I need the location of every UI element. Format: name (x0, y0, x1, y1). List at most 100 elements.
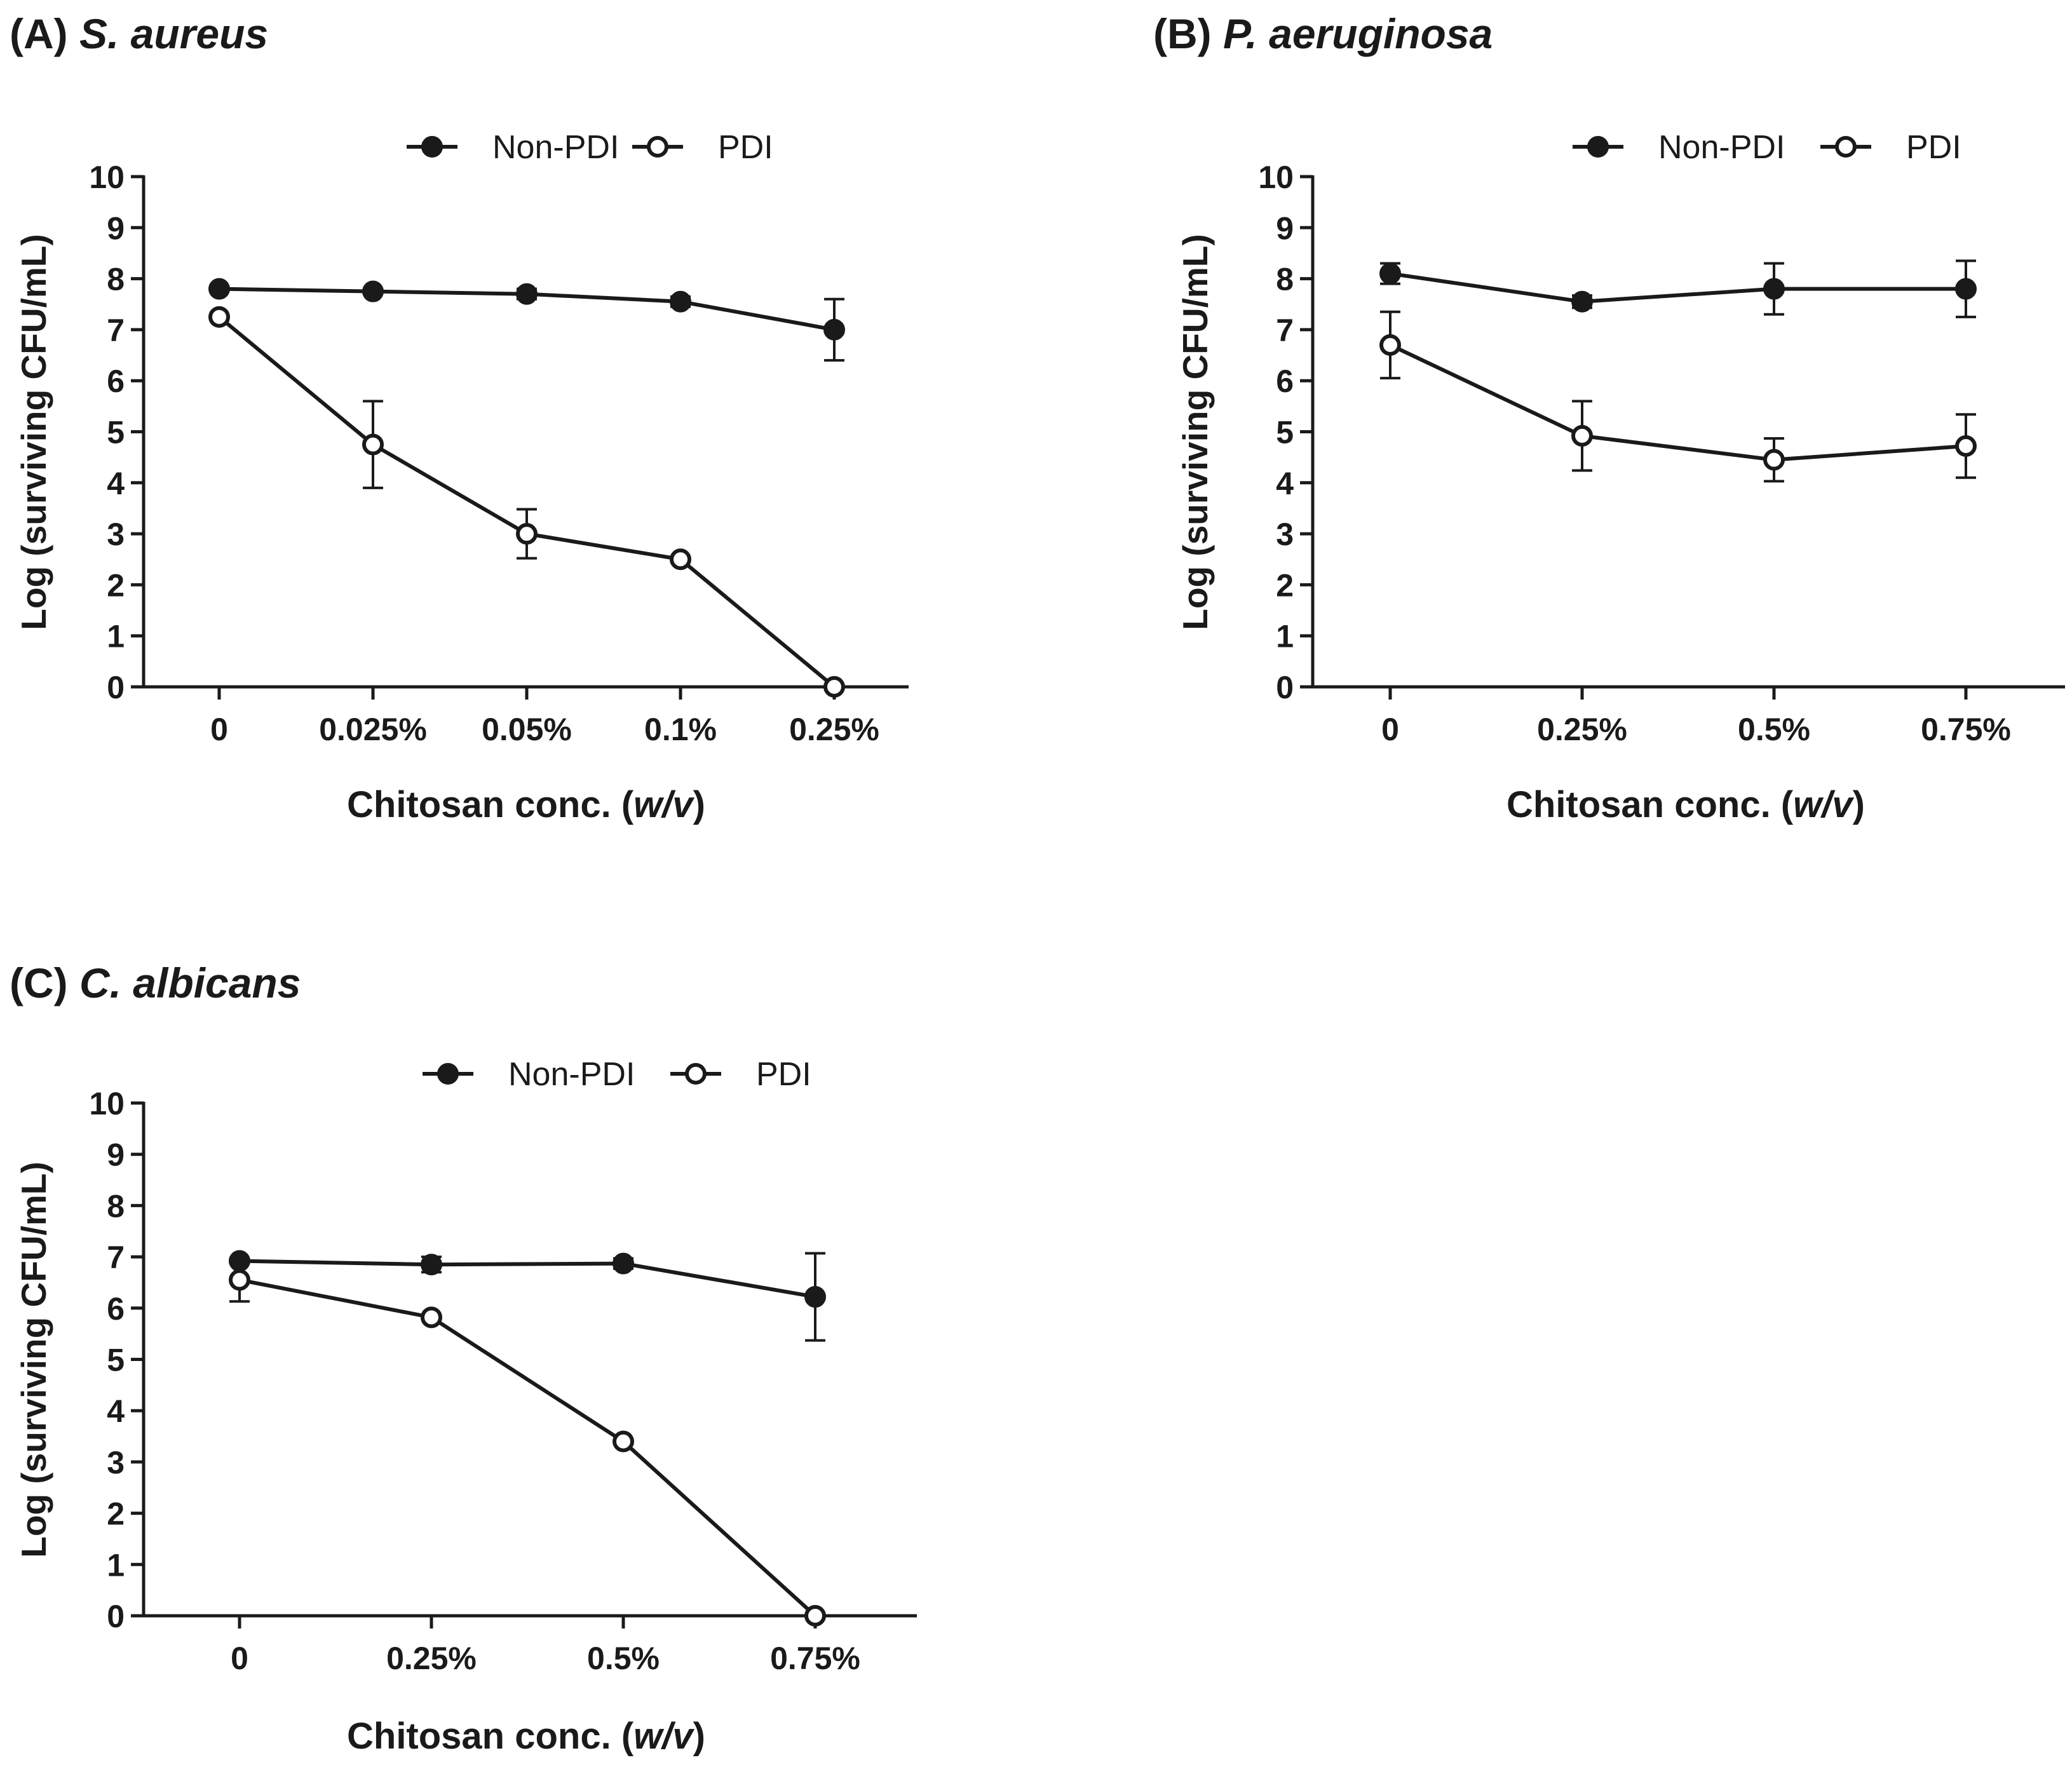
y-tick-label: 2 (107, 1496, 125, 1532)
y-tick-label: 4 (107, 466, 125, 501)
legend-marker (647, 136, 668, 158)
y-tick-label: 5 (107, 1343, 125, 1378)
data-point (823, 676, 845, 698)
y-tick-label: 0 (1276, 670, 1294, 705)
x-axis-label-paren: ) (693, 784, 705, 825)
y-axis-label: Log (surviving CFU/mL) (1175, 234, 1215, 630)
data-point (823, 318, 845, 341)
data-point (421, 1306, 442, 1329)
y-tick-label: 2 (1276, 567, 1294, 603)
legend: Non-PDI PDI (407, 129, 773, 166)
data-point (804, 1605, 826, 1627)
data-point (1763, 449, 1785, 471)
y-axis-label: Log (surviving CFU/mL) (14, 1161, 53, 1557)
data-point (516, 283, 538, 305)
series-non-pdi (1379, 259, 1977, 318)
x-tick-label: 0.5% (1738, 712, 1810, 747)
x-axis-label-unit: w/v (1793, 784, 1854, 825)
y-tick-label: 8 (107, 1188, 125, 1224)
series-line (239, 1278, 817, 1618)
data-point (1955, 278, 1977, 300)
x-tick-label: 0.5% (587, 1641, 660, 1676)
series-line (239, 1259, 816, 1299)
series-non-pdi (229, 1250, 826, 1342)
data-point (1379, 262, 1401, 285)
y-tick-label: 1 (107, 1547, 125, 1583)
data-point (804, 1286, 826, 1308)
data-point (1571, 424, 1593, 447)
y-tick-label: 9 (107, 1137, 125, 1173)
legend-label: Non-PDI (492, 129, 619, 166)
data-point (1763, 278, 1785, 300)
y-tick-label: 9 (1276, 210, 1294, 246)
y-tick-label: 3 (1276, 517, 1294, 552)
y-tick-label: 5 (107, 415, 125, 450)
x-tick-label: 0.25% (386, 1641, 477, 1676)
data-point (229, 1269, 250, 1291)
organism-name: P. aeruginosa (1223, 10, 1493, 57)
legend-marker (1587, 136, 1609, 158)
panel-title: (C) C. albicans (10, 959, 301, 1006)
series-line (218, 315, 836, 689)
data-point (208, 278, 230, 300)
x-axis-label-paren: ) (693, 1716, 705, 1757)
y-tick-label: 0 (107, 1599, 125, 1634)
legend: Non-PDI PDI (1573, 129, 1961, 166)
y-tick-label: 6 (107, 363, 125, 399)
x-tick-label: 0.75% (1921, 712, 2011, 747)
x-axis-label: Chitosan conc. (w/v) (347, 784, 705, 825)
panel-label: (C) (10, 959, 79, 1006)
y-axis-label: Log (surviving CFU/mL) (14, 234, 53, 630)
legend-marker (1835, 136, 1857, 158)
x-tick-label: 0.05% (482, 712, 572, 747)
y-tick-label: 1 (1276, 619, 1294, 654)
legend: Non-PDI PDI (423, 1056, 811, 1093)
panel-title: (A) S. aureus (10, 10, 268, 57)
data-point (208, 306, 230, 328)
chart-panel-c: (C) C. albicans 0 1 2 3 4 5 6 7 8 9 10 0 0.25% 0.5% 0.7… (10, 959, 917, 1757)
y-tick-label: 3 (107, 1445, 125, 1480)
y-tick-label: 8 (107, 262, 125, 297)
y-tick-label: 9 (107, 210, 125, 246)
x-axis-label-text: Chitosan conc. ( (1507, 784, 1794, 825)
y-tick-label: 2 (107, 567, 125, 603)
legend-marker (685, 1063, 707, 1085)
x-tick-label: 0.75% (770, 1641, 860, 1676)
y-tick-label: 7 (107, 1240, 125, 1275)
data-point (1379, 334, 1401, 356)
legend-label: PDI (718, 129, 773, 166)
legend-marker (421, 136, 443, 158)
data-point (362, 433, 384, 456)
x-axis-label-unit: w/v (633, 1716, 694, 1757)
panel-label: (A) (10, 10, 79, 57)
x-axis-label-paren: ) (1853, 784, 1865, 825)
data-point (613, 1430, 634, 1452)
panel-title: (B) P. aeruginosa (1153, 10, 1493, 57)
data-point (1571, 290, 1593, 313)
data-point (613, 1252, 634, 1275)
legend-label: PDI (756, 1056, 811, 1093)
x-tick-label: 0.1% (644, 712, 717, 747)
y-tick-label: 3 (107, 517, 125, 552)
organism-name: S. aureus (79, 10, 268, 57)
x-tick-label: 0 (231, 1641, 248, 1676)
x-tick-label: 0 (210, 712, 228, 747)
series-non-pdi (208, 278, 845, 362)
legend-label: Non-PDI (1658, 129, 1785, 166)
x-tick-label: 0 (1381, 712, 1399, 747)
data-point (670, 290, 691, 313)
series-pdi (1379, 310, 1977, 483)
y-tick-label: 1 (107, 619, 125, 654)
x-axis-label-text: Chitosan conc. ( (347, 1716, 634, 1757)
x-axis-label: Chitosan conc. (w/v) (347, 1716, 705, 1757)
y-tick-label: 4 (1276, 466, 1294, 501)
legend-label: PDI (1906, 129, 1961, 166)
y-tick-label: 8 (1276, 262, 1294, 297)
x-axis-label-unit: w/v (633, 784, 694, 825)
y-tick-label: 0 (107, 670, 125, 705)
x-axis-label-text: Chitosan conc. ( (347, 784, 634, 825)
legend-marker (437, 1063, 459, 1085)
panel-label: (B) (1153, 10, 1223, 57)
x-axis-label: Chitosan conc. (w/v) (1507, 784, 1865, 825)
